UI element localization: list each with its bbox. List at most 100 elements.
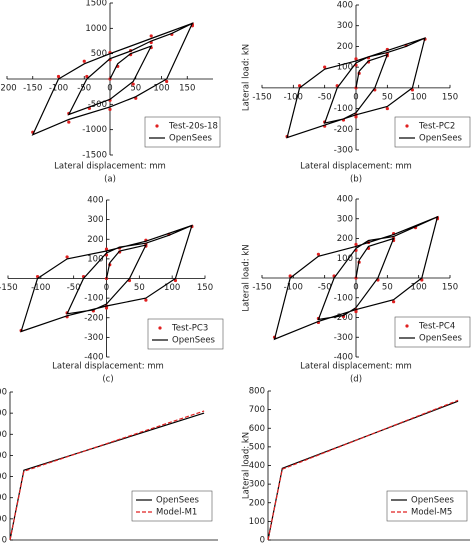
y-tick-label: -300 — [334, 146, 353, 156]
x-tick-label: -100 — [49, 84, 68, 94]
legend-label: Model-M5 — [411, 508, 452, 518]
data-point — [108, 107, 112, 111]
legend-label: Test-PC4 — [418, 322, 455, 332]
y-tick-label: -400 — [334, 353, 353, 363]
y-tick-label: 400 — [87, 196, 103, 206]
x-tick-label: -200 — [0, 84, 17, 94]
y-tick-label: 400 — [337, 195, 353, 205]
y-tick-label: 200 — [0, 493, 7, 503]
x-tick-label: -50 — [318, 92, 332, 102]
legend-swatch — [405, 124, 409, 128]
y-tick-label: 800 — [249, 387, 265, 397]
legend-box — [147, 318, 224, 350]
y-tick-label: 1000 — [85, 24, 107, 34]
legend-label: OpenSees — [169, 134, 213, 144]
legend-label: Test-PC2 — [418, 122, 455, 132]
x-tick-label: 150 — [442, 92, 458, 102]
data-line — [20, 224, 193, 333]
legend-box — [144, 116, 221, 148]
y-tick-label: -100 — [84, 294, 103, 304]
data-line — [267, 399, 459, 541]
x-tick-label: 100 — [153, 84, 169, 94]
y-tick-label: -100 — [334, 293, 353, 303]
x-tick-label: 0 — [107, 84, 112, 94]
x-tick-label: -100 — [284, 283, 303, 293]
x-tick-label: -150 — [252, 283, 271, 293]
y-tick-label: 100 — [87, 254, 103, 264]
legend-box — [131, 490, 213, 522]
y-tick-label: 400 — [0, 451, 7, 461]
data-point — [354, 115, 358, 119]
legend-label: OpenSees — [156, 496, 200, 506]
legend-box — [386, 490, 468, 522]
y-tick-label: 300 — [87, 215, 103, 225]
x-tick-label: 100 — [411, 92, 427, 102]
x-tick-label: -50 — [318, 283, 332, 293]
x-tick-label: 0 — [353, 283, 358, 293]
legend-label: OpenSees — [419, 334, 463, 344]
legend-box — [394, 116, 471, 148]
legend-swatch — [158, 326, 162, 330]
data-point — [82, 59, 86, 63]
y-tick-label: 1500 — [85, 0, 107, 9]
legend-box — [394, 316, 471, 348]
caption: (b) — [350, 175, 362, 185]
legend-swatch — [405, 324, 409, 328]
data-point — [144, 298, 148, 302]
y-tick-label: 200 — [337, 234, 353, 244]
y-tick-label: -300 — [334, 333, 353, 343]
data-point — [354, 57, 358, 61]
y-tick-label: 300 — [337, 21, 353, 31]
data-point — [149, 34, 153, 38]
x-tick-label: 50 — [134, 283, 145, 293]
y-tick-label: 100 — [249, 517, 265, 527]
data-line — [31, 22, 194, 136]
x-tick-label: 50 — [382, 92, 393, 102]
data-point — [354, 309, 358, 314]
y-tick-label: -200 — [334, 125, 353, 135]
data-point — [354, 242, 358, 247]
data-point — [56, 74, 61, 79]
data-point — [65, 255, 69, 259]
data-point — [392, 300, 396, 304]
x-tick-label: -150 — [23, 84, 42, 94]
y-tick-label: 300 — [0, 472, 7, 482]
data-line — [273, 215, 439, 341]
y-tick-label: -1000 — [82, 125, 107, 135]
y-tick-label: -500 — [88, 100, 107, 110]
data-point — [67, 120, 71, 124]
x-tick-label: 50 — [130, 84, 141, 94]
y-tick-label: 500 — [249, 442, 265, 452]
x-tick-label: 150 — [197, 283, 213, 293]
x-tick-label: -50 — [77, 84, 91, 94]
data-point — [104, 306, 109, 310]
y-tick-label: 400 — [249, 461, 265, 471]
y-tick-label: -200 — [84, 313, 103, 323]
data-line — [286, 37, 426, 139]
legend-label: OpenSees — [172, 336, 216, 346]
x-tick-label: 100 — [411, 283, 427, 293]
data-point — [323, 65, 327, 69]
y-tick-label: -400 — [84, 353, 103, 363]
x-tick-label: 100 — [164, 283, 180, 293]
y-tick-label: 600 — [249, 424, 265, 434]
caption: (c) — [102, 375, 113, 385]
legend-label: Test-PC3 — [171, 324, 208, 334]
x-tick-label: -50 — [67, 283, 81, 293]
x-tick-label: 150 — [442, 283, 458, 293]
x-axis-label: Lateral displacement: mm — [52, 362, 164, 372]
caption: (d) — [350, 375, 362, 385]
data-point — [85, 74, 89, 79]
y-tick-label: 300 — [249, 480, 265, 490]
legend-label: OpenSees — [411, 496, 455, 506]
x-tick-label: 50 — [382, 283, 393, 293]
x-tick-label: 0 — [104, 283, 109, 293]
legend-swatch — [155, 124, 159, 128]
y-tick-label: 600 — [0, 409, 7, 419]
x-tick-label: 150 — [179, 84, 195, 94]
y-tick-label: 300 — [337, 214, 353, 224]
y-tick-label: 500 — [91, 49, 107, 59]
y-tick-label: 0 — [260, 536, 265, 543]
